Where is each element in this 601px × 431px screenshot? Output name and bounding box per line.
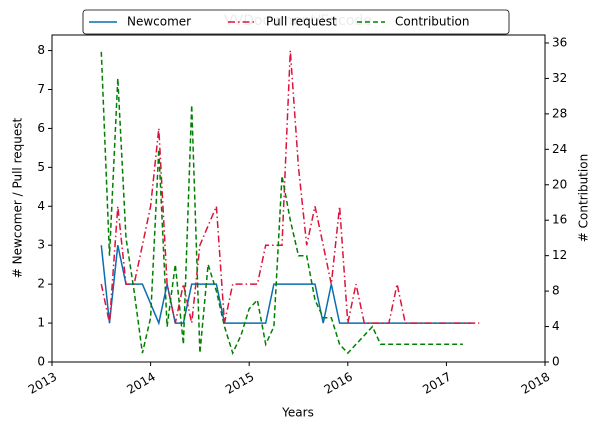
x-tick-label: 2017 — [420, 370, 453, 397]
y2-tick-label: 0 — [552, 355, 560, 369]
x-tick-label: 2016 — [322, 370, 355, 397]
y2-axis-label: # Contribution — [577, 154, 591, 242]
y2-tick-label: 24 — [552, 142, 567, 156]
series-line — [100, 245, 472, 326]
y-tick-label: 1 — [37, 316, 45, 330]
y2-tick-label: 32 — [552, 71, 567, 85]
y2-tick-label: 20 — [552, 177, 567, 191]
y2-tick-label: 16 — [552, 213, 567, 227]
y-tick-label: 3 — [37, 238, 45, 252]
x-tick-label: 2018 — [519, 370, 552, 397]
x-tick-label: 2013 — [26, 370, 59, 397]
y-tick-label: 0 — [37, 355, 45, 369]
x-axis-label: Years — [281, 406, 314, 420]
y-axis-label: # Newcomer / Pull request — [11, 118, 25, 279]
y-tick-label: 8 — [37, 43, 45, 57]
legend-label: Pull request — [266, 15, 337, 29]
x-tick-label: 2014 — [124, 370, 157, 397]
y-tick-label: 5 — [37, 160, 45, 174]
y2-tick-label: 36 — [552, 35, 567, 49]
legend-label: Contribution — [395, 15, 470, 29]
x-tick-label: 2015 — [223, 370, 256, 397]
y-tick-label: 6 — [37, 121, 45, 135]
legend: Newcomer Pull request Contribution — [82, 9, 510, 35]
y-tick-label: 7 — [37, 82, 45, 96]
y2-tick-label: 4 — [552, 319, 560, 333]
y-tick-label: 2 — [37, 277, 45, 291]
y2-tick-label: 12 — [552, 248, 567, 262]
y2-tick-label: 28 — [552, 106, 567, 120]
series-line — [100, 50, 480, 324]
y-tick-label: 4 — [37, 199, 45, 213]
legend-label: Newcomer — [127, 15, 191, 29]
plot-frame — [51, 34, 546, 363]
y2-tick-label: 8 — [552, 284, 560, 298]
series-line — [100, 51, 463, 356]
legend-box — [82, 9, 510, 35]
